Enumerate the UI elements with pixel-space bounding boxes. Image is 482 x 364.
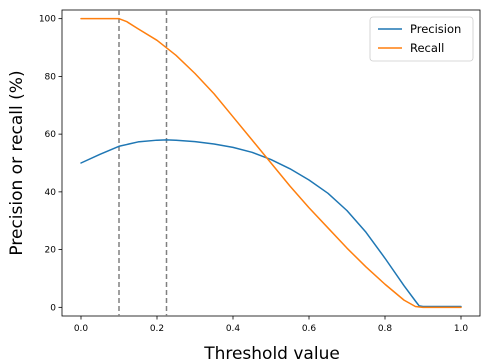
y-ticks: 0 20 40 60 80 100 xyxy=(39,15,62,313)
vertical-lines xyxy=(118,10,168,316)
legend-box xyxy=(369,16,474,62)
x-ticks: 0.0 0.2 0.4 0.6 0.8 1.0 xyxy=(74,316,469,334)
x-tick-label: 0.2 xyxy=(150,324,164,334)
y-tick-label: 20 xyxy=(45,246,57,256)
x-tick-label: 0.0 xyxy=(74,324,89,334)
y-tick-label: 0 xyxy=(50,303,56,313)
x-tick-label: 0.4 xyxy=(226,324,241,334)
legend-label-precision: Precision xyxy=(410,22,461,36)
x-tick-label: 0.6 xyxy=(302,324,317,334)
y-tick-label: 80 xyxy=(45,72,57,82)
y-tick-label: 60 xyxy=(45,130,57,140)
legend-label-recall: Recall xyxy=(410,41,444,55)
y-axis-label: Precision or recall (%) xyxy=(7,70,27,255)
x-tick-label: 0.8 xyxy=(378,324,393,334)
x-axis-label: Threshold value xyxy=(203,344,340,364)
y-tick-label: 100 xyxy=(39,15,56,25)
series-line-recall xyxy=(80,17,462,309)
x-tick-label: 1.0 xyxy=(454,324,469,334)
series-lines xyxy=(80,17,462,309)
legend: Precision Recall xyxy=(369,16,474,62)
series-line-precision xyxy=(80,139,462,308)
y-tick-label: 40 xyxy=(45,188,57,198)
